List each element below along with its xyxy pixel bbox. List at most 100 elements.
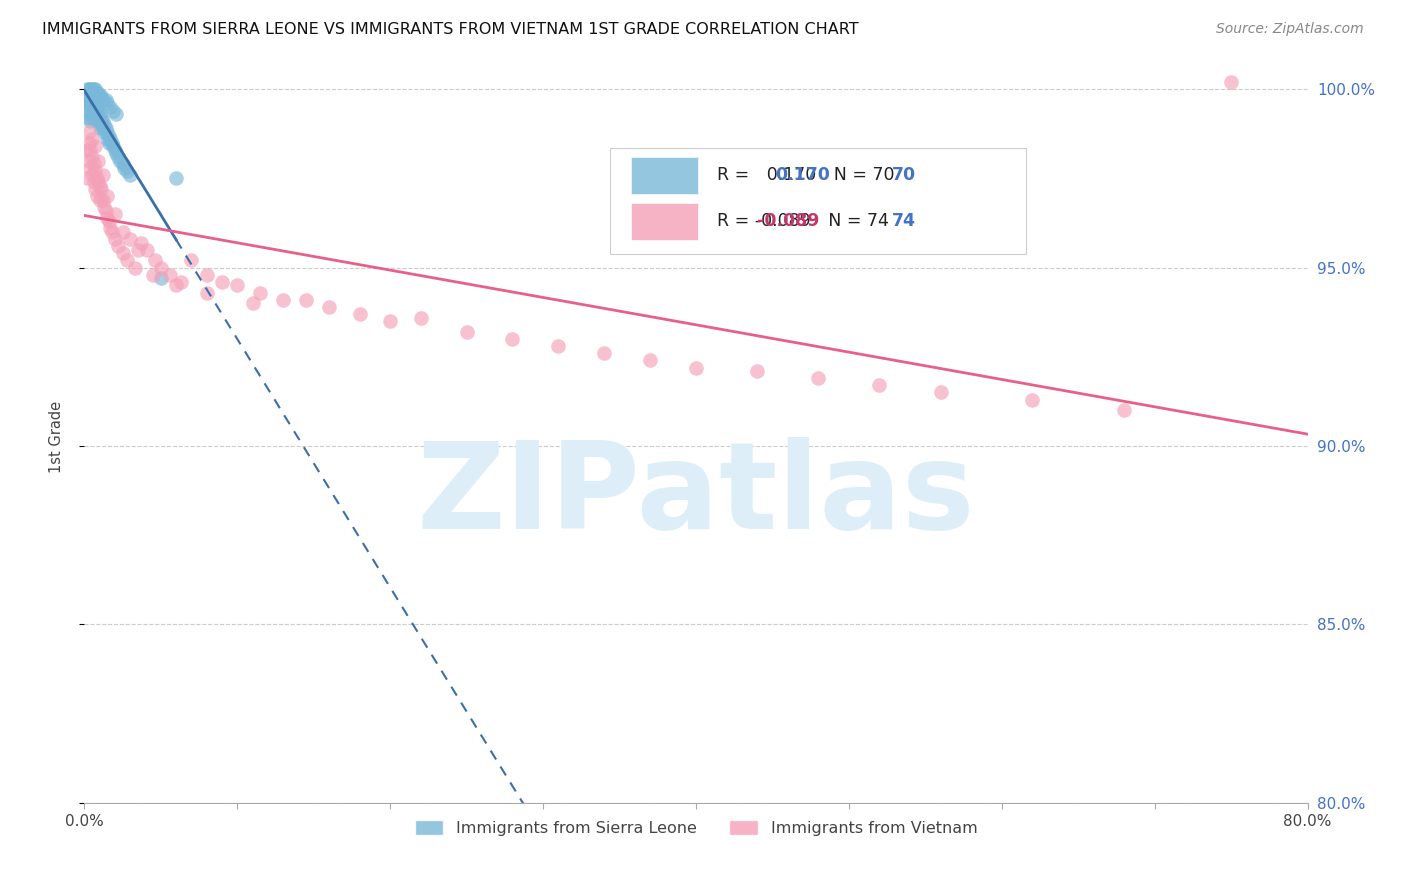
Point (93, 125, 115, 139)
Text: -0.089: -0.089 (758, 212, 820, 230)
Point (104, 232, 127, 246)
Point (170, 275, 193, 289)
Legend: Immigrants from Sierra Leone, Immigrants from Vietnam: Immigrants from Sierra Leone, Immigrants… (408, 814, 984, 842)
Point (295, 293, 318, 307)
Point (89, 114, 111, 128)
Point (1220, 75, 1243, 89)
Point (76, 93, 98, 107)
Point (127, 243, 149, 257)
Point (115, 164, 138, 178)
Point (83, 82, 105, 96)
Text: 0.170: 0.170 (776, 166, 831, 185)
Point (77, 111, 100, 125)
Point (242, 296, 264, 310)
Y-axis label: 1st Grade: 1st Grade (49, 401, 63, 473)
Point (83, 157, 105, 171)
Text: R = -0.089  N = 74: R = -0.089 N = 74 (717, 212, 889, 230)
Point (685, 360, 707, 375)
Point (107, 239, 129, 253)
Point (103, 139, 125, 153)
Point (89, 107, 111, 121)
Point (97, 214, 120, 228)
Point (83, 175, 105, 189)
Point (249, 285, 271, 300)
Point (87, 86, 110, 100)
Point (80, 111, 103, 125)
Point (80, 89, 103, 103)
Point (195, 285, 218, 300)
Point (149, 271, 172, 285)
Point (380, 314, 402, 328)
Point (80, 82, 103, 96)
Point (149, 260, 172, 275)
Point (96, 96, 118, 111)
Point (76, 86, 98, 100)
Point (807, 371, 830, 385)
Point (94, 203, 117, 218)
Point (101, 136, 124, 150)
Point (84, 96, 107, 111)
Point (96, 132, 118, 146)
Point (929, 385, 952, 400)
Point (87, 111, 110, 125)
Point (86, 107, 108, 121)
Point (115, 253, 138, 268)
Point (103, 103, 125, 118)
Point (80, 168, 103, 182)
Point (86, 189, 108, 203)
Point (83, 100, 105, 114)
Point (79, 107, 101, 121)
Point (77, 82, 100, 96)
Point (143, 253, 166, 268)
Point (111, 157, 134, 171)
Point (98, 100, 121, 114)
Point (86, 114, 108, 128)
Text: R =  0.170  N = 70: R = 0.170 N = 70 (717, 166, 894, 185)
Point (547, 339, 569, 353)
Point (93, 200, 115, 214)
Point (77, 136, 100, 150)
Point (77, 96, 100, 111)
Point (180, 253, 202, 268)
Point (1021, 392, 1043, 407)
Point (94, 93, 117, 107)
Point (90, 111, 112, 125)
Point (89, 178, 111, 193)
Point (80, 103, 103, 118)
Point (112, 161, 135, 175)
Point (76, 89, 98, 103)
Point (165, 278, 187, 293)
Point (111, 225, 134, 239)
Point (91, 114, 114, 128)
Point (1114, 403, 1136, 417)
Point (97, 136, 120, 150)
Bar (631, 203, 699, 240)
Point (86, 171, 108, 186)
Point (89, 89, 111, 103)
Point (79, 82, 101, 96)
Point (87, 175, 110, 189)
Point (90, 89, 112, 103)
Point (90, 182, 112, 196)
Point (869, 378, 891, 392)
Text: Source: ZipAtlas.com: Source: ZipAtlas.com (1216, 22, 1364, 37)
Point (96, 125, 118, 139)
Point (76, 143, 98, 157)
Point (91, 168, 114, 182)
Point (105, 107, 128, 121)
Point (79, 93, 101, 107)
Point (195, 268, 218, 282)
Point (111, 246, 134, 260)
Point (456, 325, 478, 339)
Point (76, 82, 98, 96)
Point (142, 268, 165, 282)
Point (80, 96, 103, 111)
Point (83, 93, 105, 107)
Text: ZIPatlas: ZIPatlas (416, 437, 976, 554)
Point (87, 153, 110, 168)
Point (124, 260, 146, 275)
Point (318, 300, 340, 314)
Point (84, 164, 107, 178)
Point (86, 100, 108, 114)
Point (89, 193, 111, 207)
